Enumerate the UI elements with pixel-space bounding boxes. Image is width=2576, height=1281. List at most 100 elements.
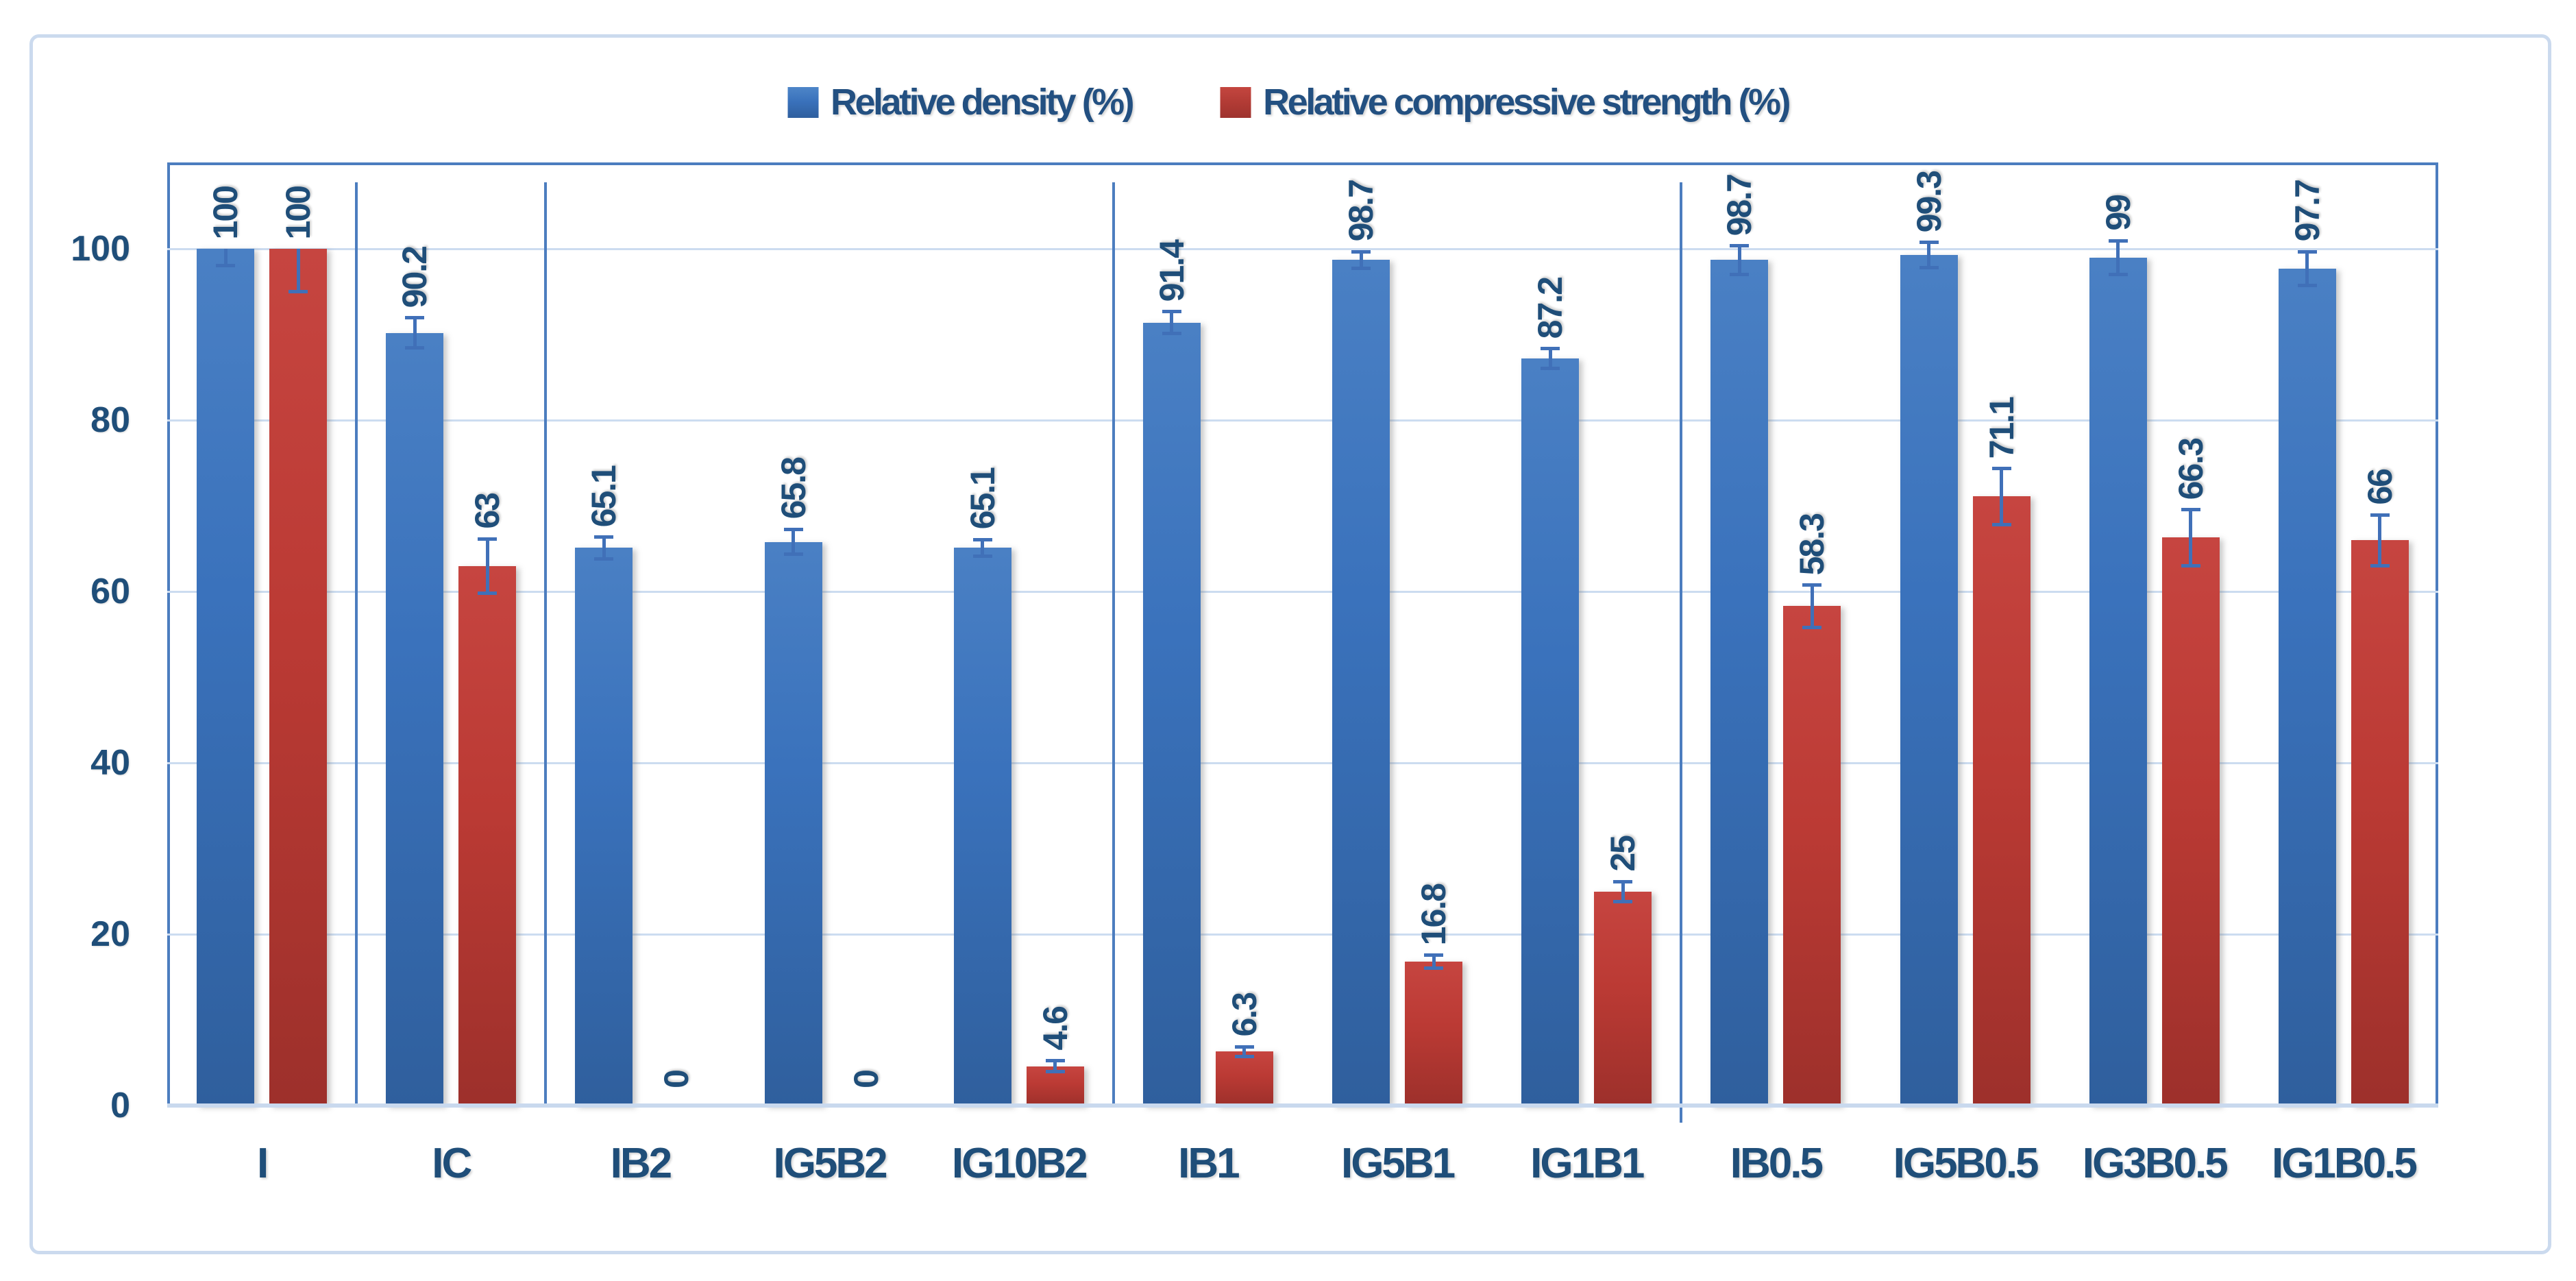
error-bar — [2189, 509, 2193, 566]
bar-value-label: 100 — [206, 186, 245, 239]
bar — [1900, 254, 1958, 1106]
error-bar-cap — [289, 289, 308, 293]
error-bar-cap — [2181, 508, 2200, 511]
error-bar — [1432, 955, 1436, 968]
gridline — [167, 419, 2438, 422]
category-label: IG3B0.5 — [2082, 1140, 2229, 1187]
bar-value-label: 87.2 — [1531, 277, 1570, 339]
group-divider — [1112, 182, 1115, 1106]
category-label: I — [256, 1140, 269, 1187]
bar-value-label: 98.7 — [1720, 174, 1759, 236]
error-bar — [1053, 1060, 1057, 1073]
bar-value-label: 65.1 — [963, 468, 1002, 530]
group-divider — [1680, 182, 1683, 1123]
bar — [2278, 268, 2336, 1106]
error-bar-cap — [1919, 241, 1939, 244]
bar-value-label: 66.3 — [2171, 438, 2210, 500]
gridline — [167, 933, 2438, 936]
error-bar-cap — [2370, 563, 2390, 568]
bar — [1521, 358, 1580, 1106]
bar — [1332, 260, 1390, 1106]
error-bar-cap — [216, 264, 236, 267]
error-bar — [981, 539, 985, 557]
bar — [2089, 257, 2147, 1106]
error-bar — [1170, 311, 1174, 334]
error-bar-cap — [478, 537, 498, 541]
bar — [1405, 962, 1463, 1106]
error-bar — [792, 528, 796, 555]
bar — [764, 541, 822, 1106]
gridline — [167, 247, 2438, 250]
bar-value-label: 66 — [2360, 469, 2399, 505]
bar-value-label: 97.7 — [2287, 180, 2327, 242]
bar-value-label: 99 — [2098, 195, 2137, 231]
bar-value-label: 91.4 — [1152, 240, 1191, 302]
error-bar-cap — [2297, 249, 2317, 254]
bar — [953, 548, 1011, 1106]
category-label: IG1B1 — [1530, 1140, 1645, 1187]
y-tick-label: 40 — [90, 743, 130, 783]
error-bar-cap — [1802, 625, 1822, 629]
category-label: IG10B2 — [951, 1140, 1088, 1187]
bar — [1783, 606, 1841, 1106]
error-bar — [413, 317, 417, 348]
plot-area — [167, 162, 2438, 1106]
legend-item-density: Relative density (%) — [787, 81, 1135, 123]
bar — [2161, 537, 2220, 1106]
category-label: IB1 — [1178, 1140, 1240, 1187]
category-label: IB0.5 — [1730, 1140, 1824, 1187]
bar-value-label: 65.8 — [774, 458, 813, 520]
error-bar-cap — [594, 535, 614, 539]
error-bar-cap — [478, 591, 498, 595]
error-bar-cap — [972, 537, 992, 541]
category-label: IG5B0.5 — [1893, 1140, 2039, 1187]
bar — [1215, 1051, 1273, 1106]
category-label: IB2 — [610, 1140, 673, 1187]
error-bar-cap — [2108, 272, 2128, 276]
error-bar — [602, 537, 606, 559]
error-bar-cap — [2181, 563, 2200, 568]
error-bar-cap — [1162, 310, 1181, 314]
error-bar-cap — [1234, 1045, 1254, 1049]
error-bar-cap — [1802, 583, 1822, 587]
bar-value-label: 25 — [1604, 835, 1643, 872]
legend-red-square-swatch — [1220, 86, 1251, 118]
y-tick-label: 80 — [90, 400, 130, 440]
error-bar-cap — [1162, 331, 1181, 335]
category-label: IG5B2 — [773, 1140, 887, 1187]
error-bar-cap — [2297, 283, 2317, 287]
error-bar — [1242, 1046, 1247, 1057]
gridline — [167, 761, 2438, 764]
error-bar — [2000, 468, 2004, 525]
bar — [2351, 540, 2409, 1106]
legend: Relative density (%) Relative compressiv… — [787, 81, 1791, 123]
error-bar-cap — [1351, 266, 1371, 270]
error-bar-cap — [1045, 1070, 1065, 1074]
error-bar-cap — [1541, 347, 1560, 350]
error-bar-cap — [1424, 966, 1444, 970]
error-bar-cap — [405, 346, 425, 350]
error-bar — [1621, 881, 1625, 902]
bar-value-label: 6.3 — [1225, 993, 1264, 1037]
error-bar — [485, 538, 489, 594]
bar-value-label: 65.1 — [585, 465, 624, 527]
y-tick-label: 100 — [71, 229, 130, 269]
error-bar — [2305, 251, 2309, 286]
bar — [458, 565, 517, 1106]
error-bar-cap — [1991, 467, 2011, 470]
bar — [1972, 496, 2031, 1106]
bar-value-label: 71.1 — [1982, 397, 2021, 459]
bar-value-label: 99.3 — [1909, 171, 1948, 232]
error-bar-cap — [1234, 1054, 1254, 1058]
bar-value-label: 0 — [657, 1071, 696, 1088]
error-bar — [2378, 514, 2382, 566]
baseline — [167, 1103, 2438, 1108]
gridline — [167, 590, 2438, 593]
legend-label-strength: Relative compressive strength (%) — [1263, 82, 1791, 123]
error-bar-cap — [1351, 249, 1371, 254]
bar-value-label: 4.6 — [1035, 1007, 1075, 1051]
bar — [1710, 260, 1769, 1106]
error-bar-cap — [1730, 272, 1750, 276]
bar — [1594, 891, 1652, 1106]
